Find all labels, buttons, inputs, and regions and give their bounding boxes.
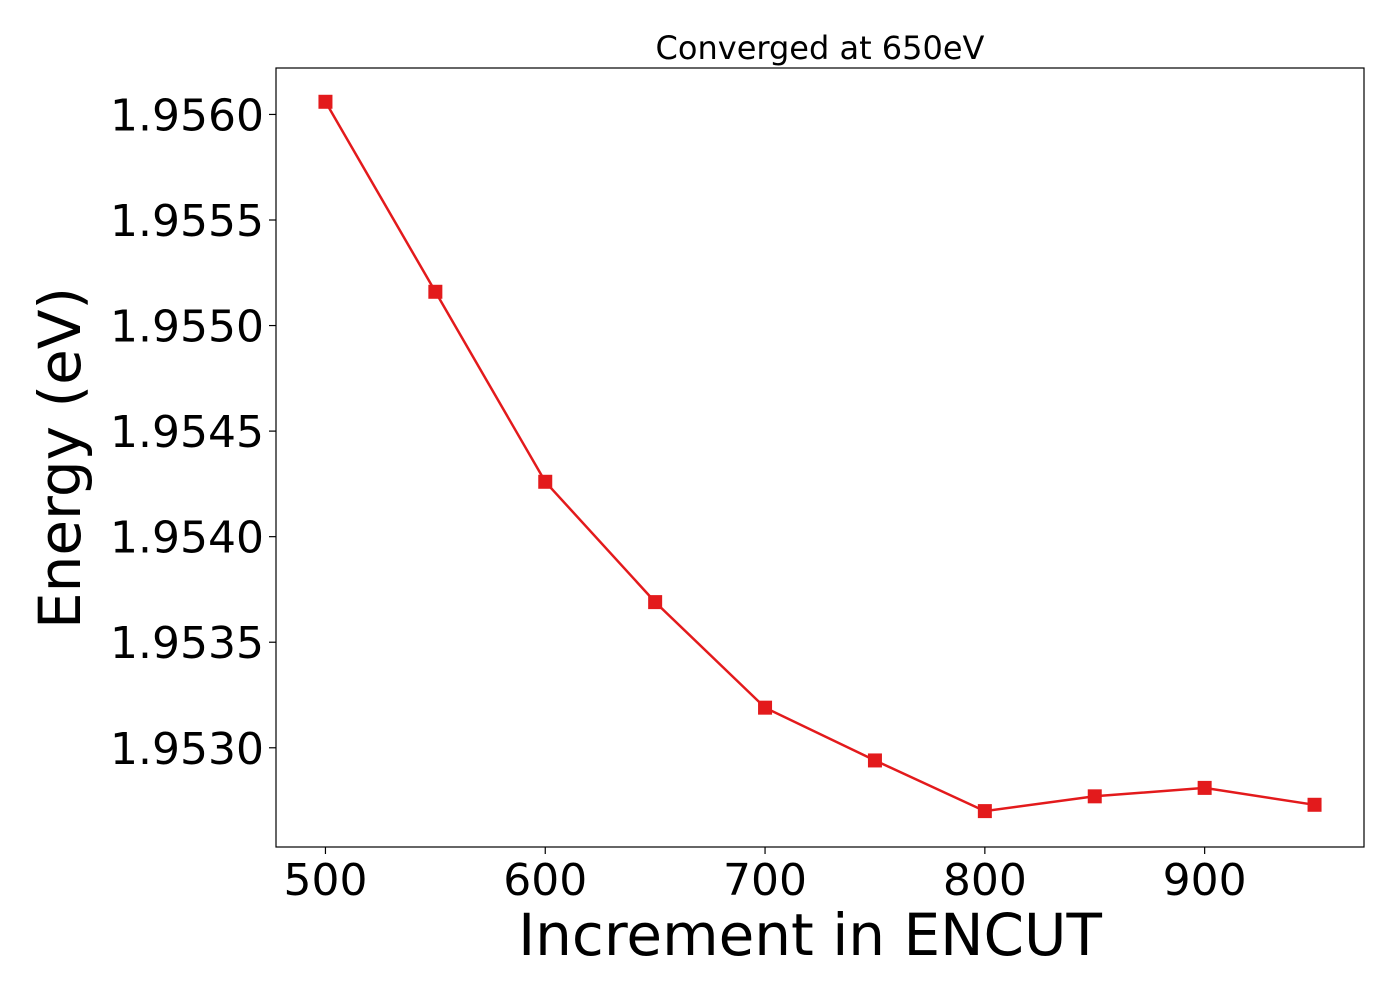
- data-point-marker: [867, 753, 882, 768]
- x-tick-label: 500: [283, 855, 367, 906]
- data-point-marker: [648, 595, 663, 610]
- chart-title: Converged at 650eV: [656, 29, 985, 67]
- y-axis-label: Energy (eV): [26, 287, 94, 629]
- x-tick-label: 900: [1163, 855, 1247, 906]
- x-tick-label: 700: [723, 855, 807, 906]
- data-point-marker: [758, 700, 773, 715]
- data-point-marker: [1087, 789, 1102, 804]
- y-tick-label: 1.9545: [110, 407, 264, 458]
- plot-area-frame: [275, 67, 1365, 848]
- x-axis-label: Increment in ENCUT: [518, 901, 1102, 969]
- series-layer: [318, 94, 1322, 819]
- y-tick-label: 1.9560: [110, 90, 264, 141]
- data-point-marker: [538, 474, 553, 489]
- data-point-marker: [1197, 780, 1212, 795]
- y-tick-label: 1.9530: [110, 724, 264, 775]
- data-point-marker: [318, 94, 333, 109]
- y-axis-ticks: 1.9530 1.9535 1.9540 1.9545 1.9550 1.9555 1.95…: [110, 90, 276, 775]
- y-tick-label: 1.9540: [110, 513, 264, 564]
- data-point-marker: [1307, 797, 1322, 812]
- y-tick-label: 1.9555: [110, 196, 264, 247]
- y-tick-label: 1.9550: [110, 302, 264, 353]
- x-tick-label: 600: [503, 855, 587, 906]
- y-tick-label: 1.9535: [110, 618, 264, 669]
- x-axis-ticks: 500 600 700 800 900: [283, 847, 1247, 906]
- data-point-marker: [977, 804, 992, 819]
- data-point-marker: [428, 284, 443, 299]
- x-tick-label: 800: [943, 855, 1027, 906]
- series-line: [324, 101, 1315, 813]
